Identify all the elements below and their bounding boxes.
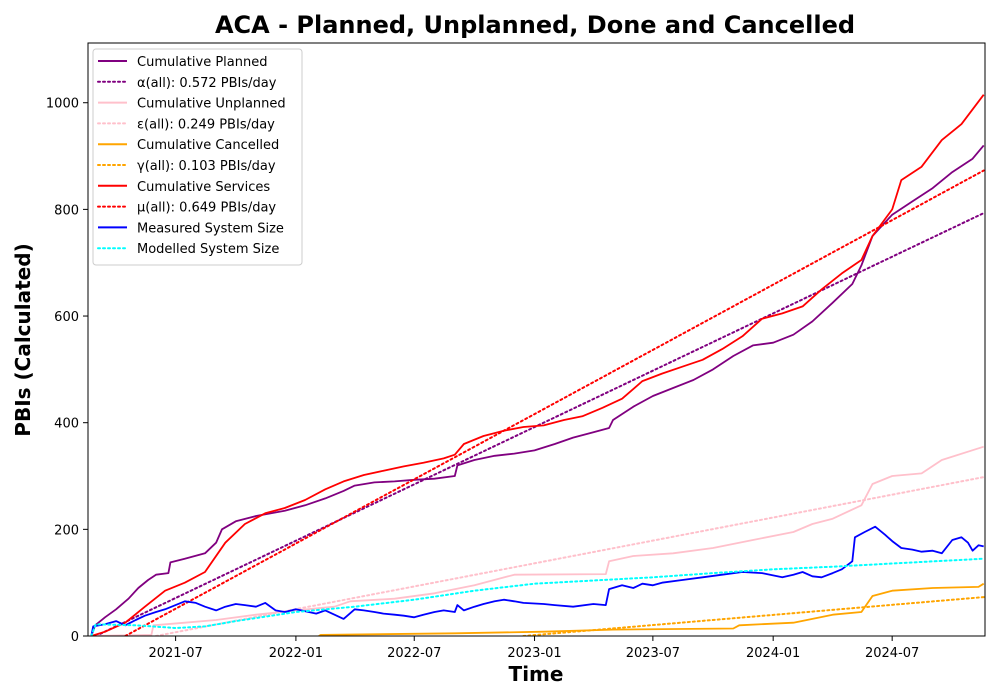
- x-tick-label: 2022-01: [269, 646, 323, 661]
- legend-label-all-0-649-pbis-day: μ(all): 0.649 PBIs/day: [137, 201, 276, 216]
- legend-label-cumulative-services: Cumulative Services: [137, 180, 270, 195]
- series-line-cumulative-services: [91, 94, 985, 636]
- legend-label-all-0-249-pbis-day: ε(all): 0.249 PBIs/day: [137, 117, 275, 132]
- x-axis: 2021-07 2022-01 2022-07 2023-01 2023-07 2024-…: [148, 636, 919, 661]
- legend-box: [92, 48, 303, 266]
- y-axis-label: PBIs (Calculated): [11, 243, 35, 436]
- series-line-cumulative-unplanned: [91, 445, 984, 636]
- legend-label-cumulative-planned: Cumulative Planned: [137, 55, 267, 70]
- series-line-all-0-572-pbis-day: [94, 212, 985, 636]
- plot-frame: [87, 42, 986, 637]
- chart-title: ACA - Planned, Unplanned, Done and Cance…: [215, 11, 855, 39]
- y-tick-label: 200: [54, 523, 79, 538]
- plot-area: [90, 94, 985, 636]
- legend-label-modelled-system-size: Modelled System Size: [137, 242, 279, 257]
- legend-label-all-0-572-pbis-day: α(all): 0.572 PBIs/day: [137, 76, 277, 91]
- series-line-cumulative-planned: [90, 144, 985, 636]
- x-tick-label: 2024-07: [865, 646, 919, 661]
- y-tick-label: 1000: [46, 97, 79, 112]
- y-tick-label: 0: [71, 630, 79, 645]
- legend-label-cumulative-cancelled: Cumulative Cancelled: [137, 138, 279, 153]
- legend: Cumulative Planned α(all): 0.572 PBIs/day…: [92, 48, 303, 266]
- series-line-all-0-649-pbis-day: [124, 169, 985, 636]
- y-tick-label: 600: [54, 310, 79, 325]
- series-line-measured-system-size: [90, 525, 984, 636]
- x-tick-label: 2023-01: [507, 646, 561, 661]
- series-line-modelled-system-size: [90, 557, 985, 636]
- series-line-cumulative-cancelled: [318, 582, 985, 636]
- x-tick-label: 2024-01: [746, 646, 800, 661]
- legend-label-all-0-103-pbis-day: γ(all): 0.103 PBIs/day: [137, 159, 276, 174]
- x-axis-label: Time: [509, 662, 564, 686]
- x-tick-label: 2023-07: [626, 646, 680, 661]
- y-tick-label: 400: [54, 417, 79, 432]
- series-line-all-0-103-pbis-day: [522, 596, 985, 636]
- y-tick-label: 800: [54, 203, 79, 218]
- y-axis: 0 200 400 600 800 1000: [46, 97, 88, 645]
- x-tick-label: 2021-07: [148, 646, 202, 661]
- legend-label-measured-system-size: Measured System Size: [137, 221, 284, 236]
- x-tick-label: 2022-07: [387, 646, 441, 661]
- legend-label-cumulative-unplanned: Cumulative Unplanned: [137, 97, 286, 112]
